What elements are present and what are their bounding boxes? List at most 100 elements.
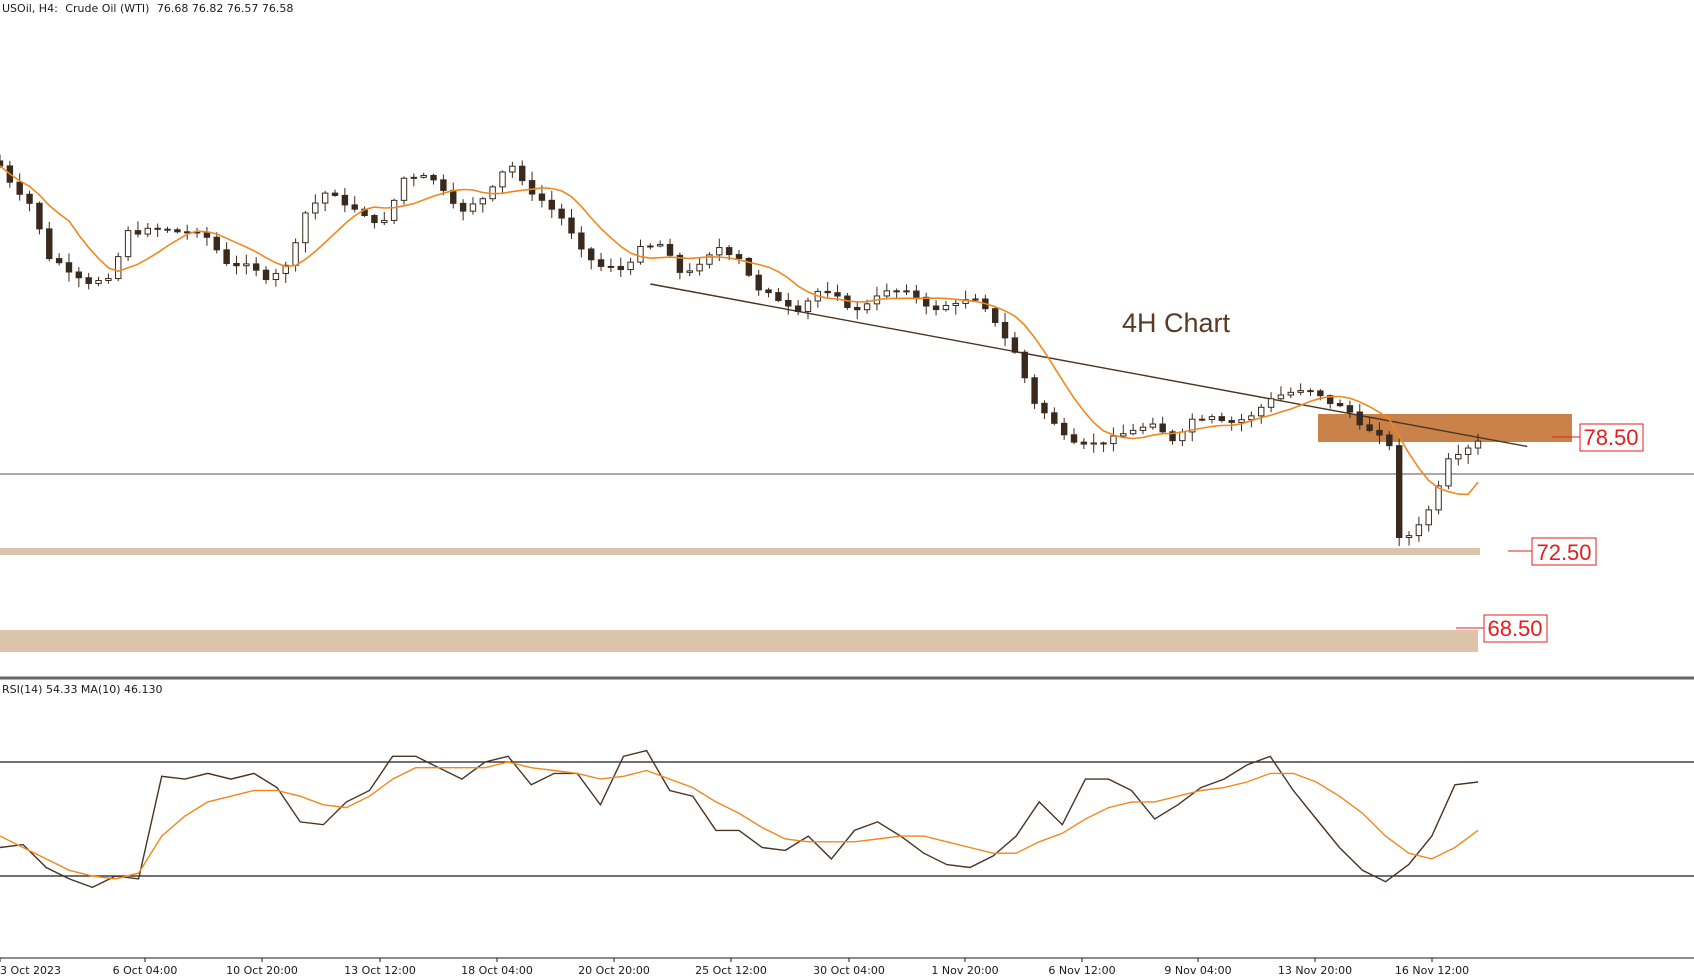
support-zone-72-50 (0, 548, 1480, 555)
candle-bearish (1169, 431, 1176, 442)
candle-bullish (243, 263, 250, 267)
candle-bearish (55, 258, 63, 264)
candle-bullish (390, 199, 398, 221)
candle-bearish (735, 254, 743, 259)
candle-bearish (578, 232, 585, 250)
candle-bearish (666, 243, 674, 256)
x-axis-ticks: 3 Oct 2023 6 Oct 04:00 10 Oct 20:00 13 Oct … (0, 958, 1469, 977)
candle-bullish (312, 202, 319, 214)
candle-bearish (1228, 420, 1235, 423)
candle-bearish (1080, 441, 1088, 445)
trendline[interactable] (650, 283, 1528, 448)
candle-bearish (1395, 445, 1403, 539)
candle-bearish (1041, 402, 1048, 414)
candle-bullish (1474, 440, 1482, 449)
candle-bullish (272, 272, 280, 281)
candle-bullish (972, 298, 979, 301)
candle-bearish (519, 165, 526, 182)
candle-bearish (213, 236, 220, 251)
level-label-68-50: 68.50 (1487, 616, 1542, 641)
candle-bearish (233, 262, 240, 267)
candle-bullish (1464, 447, 1472, 455)
x-tick-label: 13 Nov 20:00 (1278, 964, 1352, 977)
candle-bearish (26, 193, 33, 204)
candle-bearish (1060, 422, 1068, 436)
candle-bearish (184, 231, 191, 234)
candle-bullish (1415, 524, 1423, 537)
x-tick-label: 16 Nov 12:00 (1395, 964, 1469, 977)
candle-bearish (558, 208, 565, 219)
candle-bullish (1287, 391, 1294, 396)
level-72-50: 72.50 (1508, 537, 1597, 566)
candlestick-series (0, 154, 1482, 547)
candle-bearish (568, 217, 575, 234)
candle-bearish (903, 290, 910, 293)
candle-bullish (292, 242, 299, 266)
candle-bullish (863, 303, 871, 311)
header-ohlc: 76.68 76.82 76.57 76.58 (157, 2, 293, 15)
header-name: Crude Oil (WTI) (65, 2, 149, 15)
candle-bullish (124, 230, 132, 258)
candle-bearish (597, 259, 605, 267)
candle-bearish (331, 192, 339, 196)
x-tick-label: 1 Nov 20:00 (931, 964, 998, 977)
candle-bearish (262, 269, 270, 281)
candle-bearish (785, 299, 792, 307)
candle-bearish (676, 254, 684, 273)
level-78-50: 78.50 (1552, 423, 1644, 452)
candle-bullish (1090, 442, 1097, 445)
candle-bearish (1356, 411, 1363, 426)
candle-bearish (252, 263, 260, 271)
candle-bearish (725, 247, 733, 256)
candle-bearish (1051, 412, 1058, 424)
rsi-header: RSI(14) 54.33 MA(10) 46.130 (2, 683, 163, 696)
candle-bullish (499, 171, 506, 188)
candle-bullish (1179, 431, 1186, 442)
candle-bearish (991, 308, 999, 324)
candle-bullish (400, 177, 408, 201)
candle-bearish (65, 262, 73, 273)
moving-average-line (0, 165, 1479, 496)
candle-bearish (134, 230, 142, 235)
candle-bearish (755, 274, 762, 291)
candle-bearish (1100, 442, 1107, 445)
x-tick-label: 20 Oct 20:00 (578, 964, 650, 977)
x-tick-label: 30 Oct 04:00 (813, 964, 885, 977)
x-tick-label: 6 Oct 04:00 (113, 964, 178, 977)
candle-bullish (1455, 453, 1462, 460)
candle-bullish (1248, 415, 1255, 421)
candle-bullish (381, 219, 388, 224)
candle-bullish (1208, 416, 1216, 420)
candle-bullish (115, 256, 122, 280)
candle-bullish (1267, 398, 1275, 408)
candle-bearish (85, 277, 92, 284)
candle-bullish (1425, 509, 1432, 526)
x-tick-label: 18 Oct 04:00 (461, 964, 533, 977)
candle-bearish (430, 174, 437, 181)
candle-bullish (1110, 435, 1117, 445)
candle-bullish (1139, 426, 1147, 431)
header-symbol: USOil, H4: (2, 2, 58, 15)
candle-bullish (716, 247, 723, 256)
candle-bullish (1189, 418, 1196, 433)
candle-bullish (686, 270, 693, 273)
candle-bullish (1129, 429, 1137, 435)
candle-bullish (282, 264, 289, 274)
candle-bearish (36, 202, 43, 230)
candle-bearish (1070, 434, 1078, 443)
x-tick-label: 25 Oct 12:00 (695, 964, 767, 977)
candle-bullish (1297, 390, 1304, 393)
candle-bearish (923, 296, 930, 307)
candle-bearish (1307, 390, 1314, 393)
candle-bearish (607, 265, 615, 268)
candle-bearish (46, 228, 53, 260)
candle-bullish (627, 261, 634, 271)
candle-bearish (154, 227, 161, 230)
candle-bullish (1445, 458, 1452, 487)
level-68-50: 68.50 (1456, 614, 1548, 643)
candle-bullish (883, 290, 891, 297)
candle-bullish (1258, 406, 1265, 417)
candle-bearish (1376, 429, 1383, 436)
candle-bearish (1198, 418, 1206, 421)
candle-bullish (1149, 423, 1157, 428)
